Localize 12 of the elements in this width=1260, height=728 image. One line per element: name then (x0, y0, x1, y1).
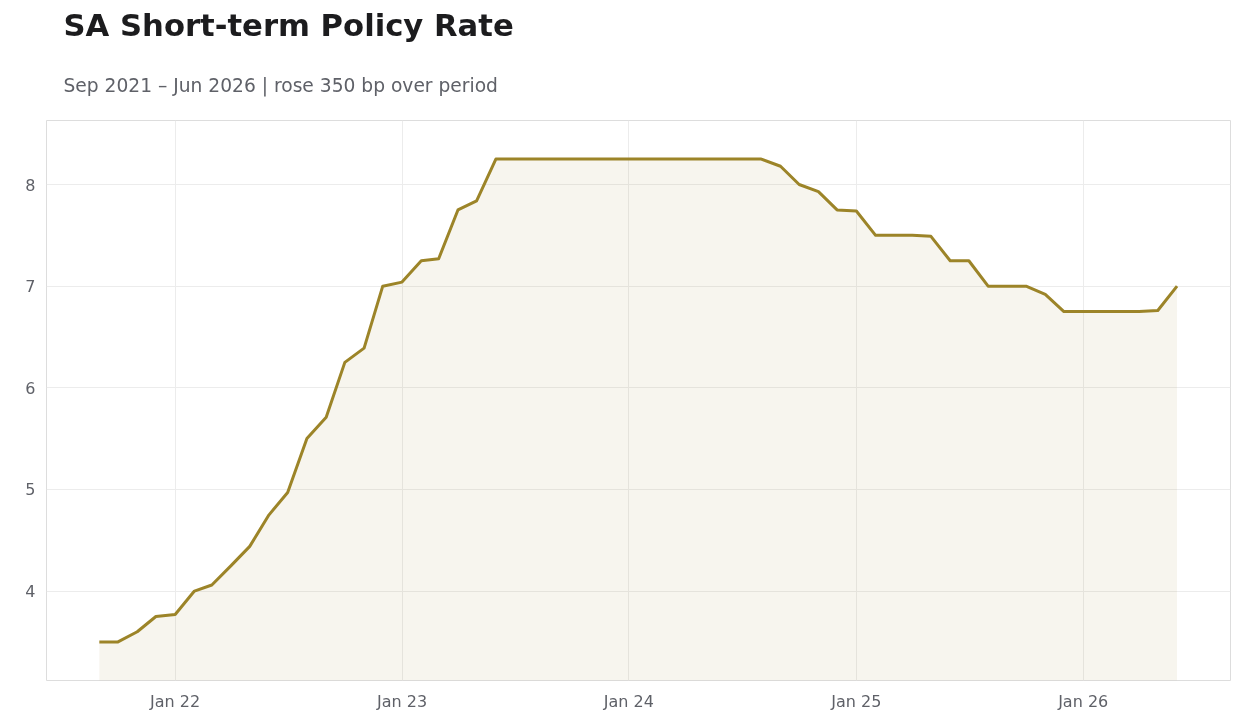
y-tick-label: 5 (25, 480, 36, 500)
x-tick-label: Jan 26 (1057, 691, 1109, 711)
x-tick-label: Jan 22 (149, 691, 201, 711)
chart-title: SA Short-term Policy Rate (63, 7, 514, 43)
x-tick-label: Jan 25 (830, 691, 882, 711)
x-tick-label: Jan 23 (375, 691, 428, 711)
x-tick-label: Jan 24 (602, 691, 654, 711)
chart-subtitle: Sep 2021 – Jun 2026 | rose 350 bp over period (63, 74, 498, 97)
y-tick-label: 7 (25, 277, 36, 297)
y-tick-label: 4 (25, 582, 36, 602)
y-tick-label: 8 (25, 175, 36, 195)
y-tick-label: 6 (25, 378, 36, 398)
